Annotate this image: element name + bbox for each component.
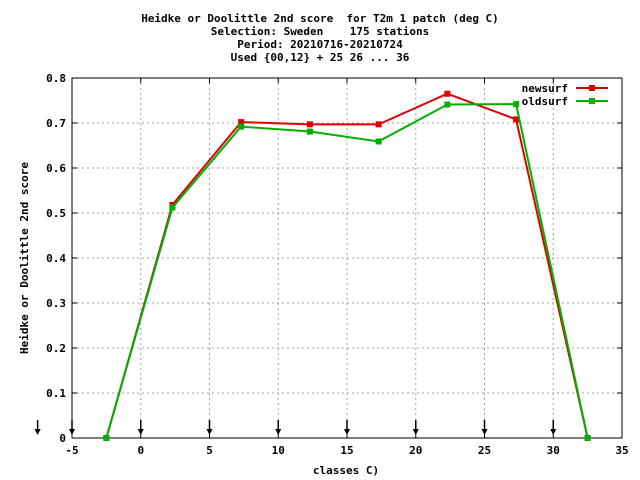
data-point-newsurf — [513, 116, 520, 123]
data-point-newsurf — [238, 119, 245, 126]
y-tick-label: 0.3 — [46, 297, 66, 310]
title-line-3: Period: 20210716-20210724 — [237, 38, 403, 51]
data-point-oldsurf — [103, 435, 110, 441]
y-tick-label: 0.4 — [46, 252, 66, 265]
arrow-markers — [34, 420, 557, 435]
data-point-oldsurf — [584, 435, 591, 441]
y-tick-label: 0 — [59, 432, 66, 445]
y-axis-label: Heidke or Doolittle 2nd score — [18, 162, 31, 354]
data-point-newsurf — [444, 90, 451, 97]
data-point-oldsurf — [169, 204, 176, 211]
y-tick-label: 0.6 — [46, 162, 66, 175]
series-layer — [103, 90, 591, 441]
grid — [72, 78, 622, 438]
y-tick-label: 0.1 — [46, 387, 66, 400]
arrow-head — [206, 429, 213, 435]
title-line-2: Selection: Sweden 175 stations — [210, 25, 430, 38]
x-tick-label: 25 — [478, 444, 491, 457]
y-tick-label: 0.8 — [46, 72, 66, 85]
data-point-newsurf — [306, 121, 313, 128]
data-point-oldsurf — [375, 138, 382, 145]
data-point-newsurf — [375, 121, 382, 128]
axis-ticks: -5 0 5 10 15 20 25 30 3500.10.20.30.40.50.60.70.… — [46, 72, 629, 457]
series-line-newsurf — [105, 92, 589, 439]
data-point-oldsurf — [306, 128, 313, 135]
arrow-head — [550, 429, 557, 435]
x-tick-label: -5 — [65, 444, 78, 457]
arrow-head — [481, 429, 488, 435]
x-tick-label: 10 — [272, 444, 285, 457]
data-point-oldsurf — [513, 101, 520, 108]
arrow-head — [34, 429, 41, 435]
x-tick-label: 5 — [206, 444, 213, 457]
series-line-oldsurf — [105, 103, 589, 439]
y-tick-label: 0.7 — [46, 117, 66, 130]
x-axis-label: classes C) — [313, 464, 379, 477]
legend-marker-oldsurf — [589, 98, 595, 104]
arrow-head — [344, 429, 350, 435]
title-line-4: Used {00,12} + 25 26 ... 36 — [230, 51, 410, 64]
arrow-head — [275, 429, 282, 435]
x-tick-label: 35 — [615, 444, 628, 457]
arrow-head — [69, 429, 75, 435]
x-tick-label: 30 — [547, 444, 560, 457]
y-tick-label: 0.5 — [46, 207, 66, 220]
data-point-oldsurf — [238, 123, 245, 130]
x-tick-label: 20 — [409, 444, 422, 457]
arrow-head — [137, 429, 144, 435]
legend-label-newsurf: newsurf — [522, 82, 568, 95]
x-tick-label: 15 — [340, 444, 353, 457]
data-point-oldsurf — [444, 101, 451, 108]
legend-label-oldsurf: oldsurf — [522, 95, 568, 108]
title-line-1: Heidke or Doolittle 2nd score for T2m 1 … — [141, 12, 499, 25]
arrow-head — [412, 429, 419, 435]
legend-marker-newsurf — [589, 85, 595, 91]
x-tick-label: 0 — [137, 444, 144, 457]
y-tick-label: 0.2 — [46, 342, 66, 355]
